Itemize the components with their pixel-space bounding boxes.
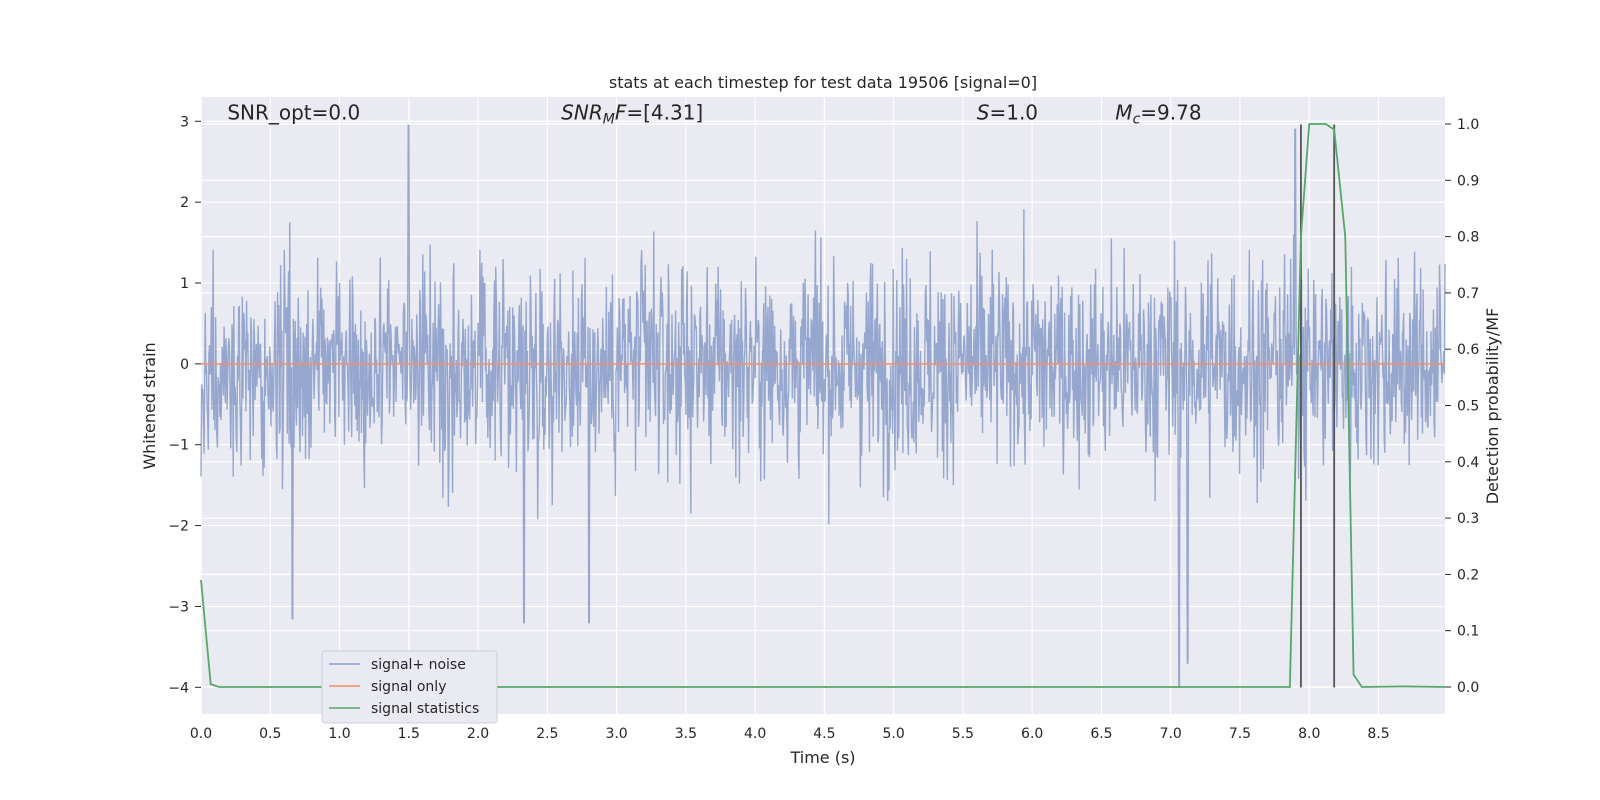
signal-statistics-line bbox=[200, 123, 1446, 688]
x-axis: 0.0 0.5 1.0 1.5 2.0 2.5 3.0 3.5 4.0 4.5 5.0 5.5 6.0 6… bbox=[190, 726, 1390, 742]
x-tick-label-5: 2.5 bbox=[536, 726, 558, 742]
chart-title: stats at each timestep for test data 195… bbox=[609, 73, 1037, 92]
annotation-mc: Mc=9.78 bbox=[1115, 101, 1201, 128]
x-tick-label-4: 2.0 bbox=[467, 726, 489, 742]
legend-label-signal-noise: signal+ noise bbox=[371, 657, 466, 673]
y-right-tick-label-0: 0.0 bbox=[1457, 680, 1479, 696]
x-tick-label-16: 8.0 bbox=[1298, 726, 1320, 742]
y-left-tick-label-2: −2 bbox=[168, 519, 189, 535]
y-right-tick-label-3: 0.3 bbox=[1457, 511, 1479, 527]
legend-label-signal-statistics: signal statistics bbox=[371, 701, 479, 717]
y-right-tick-label-10: 1.0 bbox=[1457, 117, 1479, 133]
annotation-s: S=1.0 bbox=[977, 101, 1038, 125]
y-axis-left: −4 −3 −2 −1 0 1 2 3 bbox=[168, 114, 201, 696]
vertical-markers bbox=[1300, 124, 1336, 688]
x-tick-label-7: 3.5 bbox=[675, 726, 697, 742]
y-axis-right: 0.0 0.1 0.2 0.3 0.4 0.5 0.6 0.7 0.8 0.9 1.0 bbox=[1445, 117, 1479, 696]
y-axis-right-label: Detection probability/MF bbox=[1483, 308, 1502, 505]
legend-label-signal-only: signal only bbox=[371, 679, 446, 695]
x-tick-label-14: 7.0 bbox=[1160, 726, 1182, 742]
x-tick-label-15: 7.5 bbox=[1229, 726, 1251, 742]
y-left-tick-label-5: 1 bbox=[180, 276, 189, 292]
y-right-tick-label-4: 0.4 bbox=[1457, 455, 1479, 471]
series-signal-statistics bbox=[200, 123, 1446, 688]
x-tick-label-2: 1.0 bbox=[328, 726, 350, 742]
x-tick-label-10: 5.0 bbox=[883, 726, 905, 742]
y-right-tick-label-7: 0.7 bbox=[1457, 286, 1479, 302]
legend: signal+ noise signal only signal statist… bbox=[321, 650, 498, 724]
x-tick-label-3: 1.5 bbox=[398, 726, 420, 742]
x-tick-label-6: 3.0 bbox=[605, 726, 627, 742]
legend-box bbox=[321, 650, 498, 724]
y-right-tick-label-1: 0.1 bbox=[1457, 624, 1479, 640]
annotation-snr-mf: SNRMF=[4.31] bbox=[561, 101, 703, 128]
x-tick-label-11: 5.5 bbox=[952, 726, 974, 742]
y-left-tick-label-6: 2 bbox=[180, 195, 189, 211]
y-right-tick-label-2: 0.2 bbox=[1457, 567, 1479, 583]
y-left-tick-label-3: −1 bbox=[168, 438, 189, 454]
x-tick-label-1: 0.5 bbox=[259, 726, 281, 742]
x-tick-label-0: 0.0 bbox=[190, 726, 212, 742]
annotations: SNR_opt=0.0 SNRMF=[4.31] S=1.0 Mc=9.78 bbox=[227, 101, 1201, 128]
y-right-tick-label-5: 0.5 bbox=[1457, 399, 1479, 415]
y-left-tick-label-1: −3 bbox=[168, 599, 189, 615]
y-left-tick-label-7: 3 bbox=[180, 114, 189, 130]
y-left-tick-label-4: 0 bbox=[180, 357, 189, 373]
x-tick-label-12: 6.0 bbox=[1021, 726, 1043, 742]
annotation-snr-opt: SNR_opt=0.0 bbox=[227, 101, 360, 125]
y-right-tick-label-9: 0.9 bbox=[1457, 173, 1479, 189]
y-axis-left-label: Whitened strain bbox=[140, 342, 159, 469]
y-right-tick-label-8: 0.8 bbox=[1457, 230, 1479, 246]
y-right-tick-label-6: 0.6 bbox=[1457, 342, 1479, 358]
x-tick-label-13: 6.5 bbox=[1090, 726, 1112, 742]
y-left-tick-label-0: −4 bbox=[168, 680, 189, 696]
noise-line bbox=[200, 124, 1446, 689]
x-tick-label-9: 4.5 bbox=[813, 726, 835, 742]
x-tick-label-8: 4.0 bbox=[744, 726, 766, 742]
x-axis-label: Time (s) bbox=[789, 748, 855, 767]
x-tick-label-17: 8.5 bbox=[1367, 726, 1389, 742]
series-signal-noise bbox=[200, 124, 1446, 689]
